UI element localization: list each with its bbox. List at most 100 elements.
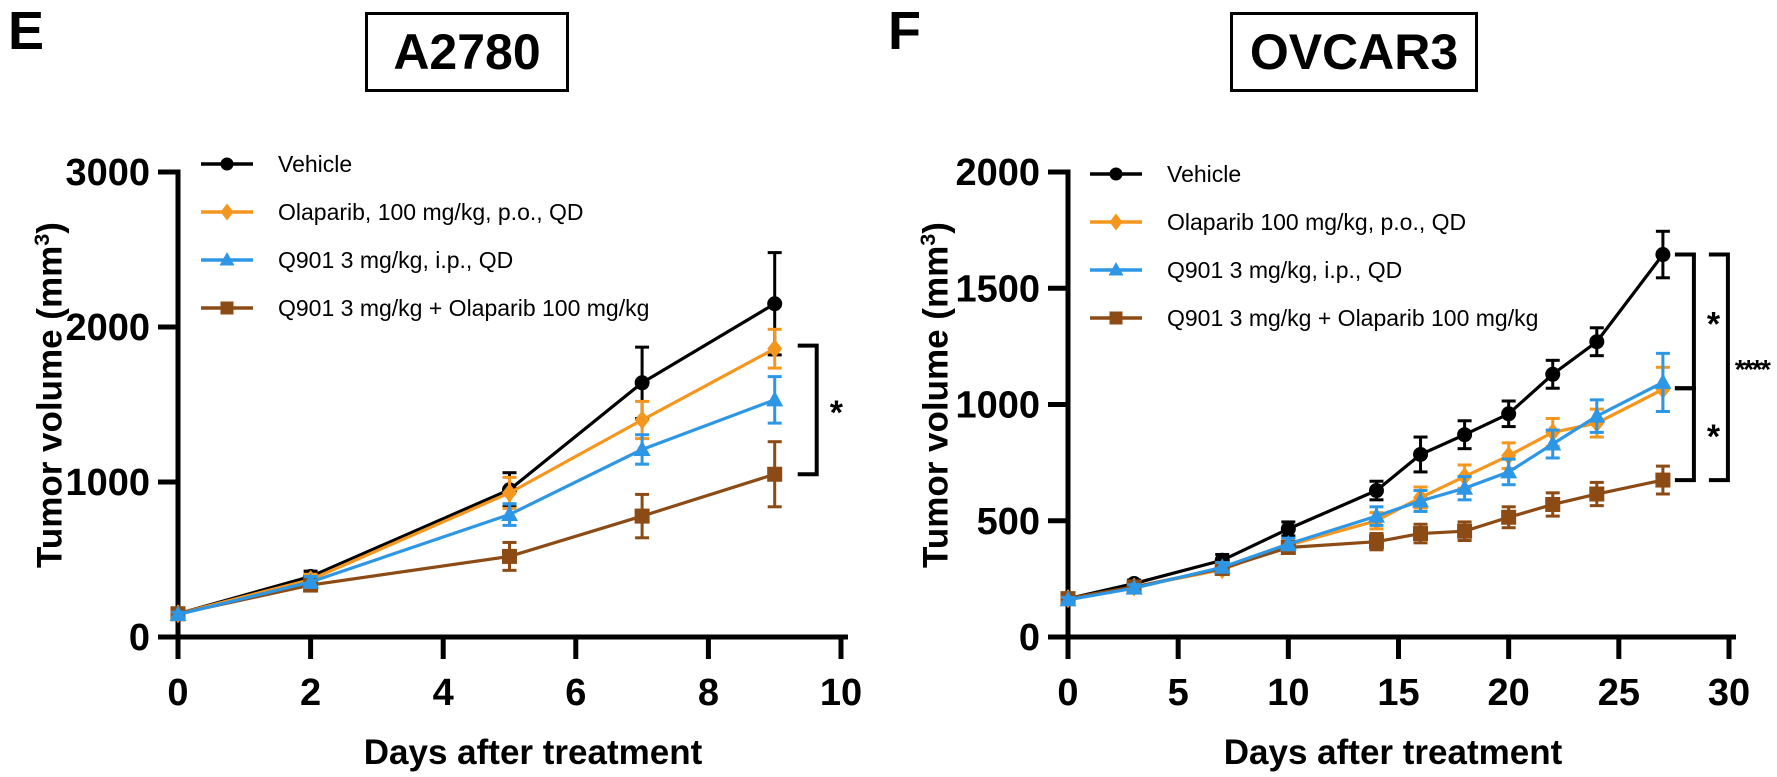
legend-marker-shape bbox=[219, 252, 235, 266]
series-3-marker bbox=[1457, 523, 1473, 539]
q901-olaparib-marker-icon bbox=[1090, 311, 1142, 325]
series-0-marker bbox=[1457, 427, 1473, 443]
panel-letter-e: E bbox=[8, 1, 45, 61]
x-axis-label-e: Days after treatment bbox=[363, 733, 703, 772]
x-tick-label: 8 bbox=[698, 672, 719, 714]
series-2-marker bbox=[1125, 579, 1143, 595]
series-3-marker bbox=[1368, 534, 1384, 550]
x-tick-label: 30 bbox=[1708, 672, 1750, 714]
series-0-marker bbox=[1280, 521, 1296, 537]
legend-item-label: Q901 3 mg/kg, i.p., QD bbox=[278, 246, 514, 273]
series-1-marker bbox=[767, 339, 783, 359]
series-2-marker bbox=[1588, 407, 1606, 423]
q901-marker-icon bbox=[201, 252, 253, 266]
legend-item-vehicle: Vehicle bbox=[200, 140, 649, 188]
series-2-marker bbox=[633, 440, 651, 456]
y-tick-label: 500 bbox=[977, 501, 1040, 543]
series-1-marker bbox=[502, 483, 517, 503]
series-2-marker bbox=[1544, 435, 1562, 451]
x-tick-label: 25 bbox=[1598, 672, 1640, 714]
legend-item-vehicle: Vehicle bbox=[1089, 150, 1538, 198]
legend-item-label: Olaparib, 100 mg/kg, p.o., QD bbox=[278, 198, 584, 225]
y-tick-label: 2000 bbox=[65, 307, 150, 349]
x-axis-label-f: Days after treatment bbox=[1223, 733, 1563, 772]
y-axis-label-sup: 3 bbox=[29, 233, 54, 246]
series-0-marker bbox=[1368, 483, 1384, 499]
series-2-marker bbox=[1500, 462, 1518, 479]
series-3-marker bbox=[634, 508, 650, 524]
legend-marker-shape bbox=[1108, 262, 1124, 276]
series-2-marker bbox=[766, 390, 784, 407]
series-2-marker bbox=[169, 605, 187, 622]
series-3-marker bbox=[502, 548, 517, 564]
y-axis-label-text: Tumor volume (mm bbox=[916, 245, 956, 568]
legend-item-label: Q901 3 mg/kg, i.p., QD bbox=[1167, 256, 1403, 283]
vehicle-marker-icon bbox=[1090, 167, 1142, 181]
olaparib-marker-icon bbox=[201, 203, 253, 221]
x-tick-label: 6 bbox=[565, 672, 586, 714]
legend-item-olaparib: Olaparib, 100 mg/kg, p.o., QD bbox=[200, 188, 649, 236]
q901-olaparib-marker-icon bbox=[201, 301, 253, 315]
legend-item-q901: Q901 3 mg/kg, i.p., QD bbox=[1089, 246, 1538, 294]
legend-marker-shape bbox=[220, 157, 234, 171]
series-0-marker bbox=[767, 296, 783, 312]
panel-letter-f: F bbox=[888, 1, 921, 61]
significance-label: **** bbox=[1735, 354, 1772, 384]
legend-marker-shape bbox=[1109, 213, 1123, 231]
series-0-marker bbox=[1545, 366, 1561, 382]
legend-marker-shape bbox=[1109, 311, 1123, 325]
x-tick-label: 0 bbox=[1057, 672, 1078, 714]
legend-marker-shape bbox=[220, 203, 234, 221]
series-3-marker bbox=[767, 466, 783, 482]
series-3-marker bbox=[1655, 472, 1671, 488]
significance-bracket bbox=[1674, 252, 1696, 391]
series-2-marker bbox=[1059, 590, 1077, 607]
significance-bracket bbox=[1674, 386, 1696, 483]
panel-title-a2780: A2780 bbox=[393, 24, 541, 80]
x-tick-label: 10 bbox=[820, 672, 862, 714]
series-2-marker bbox=[1654, 373, 1672, 389]
y-tick-label: 1000 bbox=[65, 462, 150, 504]
series-2-marker bbox=[1367, 507, 1385, 523]
legend-item-label: Vehicle bbox=[278, 150, 353, 177]
x-tick-label: 4 bbox=[433, 672, 454, 714]
series-0-marker bbox=[634, 375, 650, 391]
panel-title-ovcar3-box: OVCAR3 bbox=[1230, 12, 1478, 92]
legend-marker-shape bbox=[1109, 167, 1123, 181]
x-tick-label: 2 bbox=[300, 672, 321, 714]
legend-item-q901: Q901 3 mg/kg, i.p., QD bbox=[200, 236, 649, 284]
vehicle-marker-icon bbox=[201, 157, 253, 171]
series-0-marker bbox=[1655, 247, 1671, 263]
legend-item-label: Olaparib 100 mg/kg, p.o., QD bbox=[1167, 208, 1467, 235]
series-2-marker bbox=[1279, 535, 1297, 551]
series-3-line bbox=[1067, 478, 1664, 601]
series-2-marker bbox=[501, 505, 518, 522]
series-3-marker bbox=[1545, 496, 1561, 512]
panel-title-ovcar3: OVCAR3 bbox=[1249, 24, 1459, 80]
series-0-marker bbox=[1413, 446, 1429, 462]
series-2-marker bbox=[1213, 558, 1231, 574]
legend-item-label: Vehicle bbox=[1167, 160, 1242, 187]
series-1-marker bbox=[634, 410, 650, 430]
y-tick-label: 2000 bbox=[955, 152, 1040, 194]
series-2-marker bbox=[302, 572, 320, 589]
y-tick-label: 0 bbox=[129, 617, 150, 659]
series-0-line bbox=[177, 302, 776, 616]
x-tick-label: 20 bbox=[1488, 672, 1530, 714]
significance-label: * bbox=[1707, 418, 1721, 456]
y-tick-label: 0 bbox=[1019, 617, 1040, 659]
legend-item-label: Q901 3 mg/kg + Olaparib 100 mg/kg bbox=[1167, 304, 1539, 331]
series-3-marker bbox=[1589, 486, 1605, 502]
q901-marker-icon bbox=[1090, 262, 1142, 276]
y-axis-label-close: ) bbox=[916, 222, 956, 234]
legend-item-q901-olaparib: Q901 3 mg/kg + Olaparib 100 mg/kg bbox=[1089, 294, 1538, 342]
y-tick-label: 1500 bbox=[955, 268, 1040, 310]
x-tick-label: 5 bbox=[1168, 672, 1189, 714]
series-0-marker bbox=[1589, 334, 1605, 350]
x-tick-label: 10 bbox=[1267, 672, 1309, 714]
legend-marker-shape bbox=[220, 301, 234, 315]
series-0-marker bbox=[1501, 406, 1517, 422]
series-3-marker bbox=[1413, 526, 1429, 542]
